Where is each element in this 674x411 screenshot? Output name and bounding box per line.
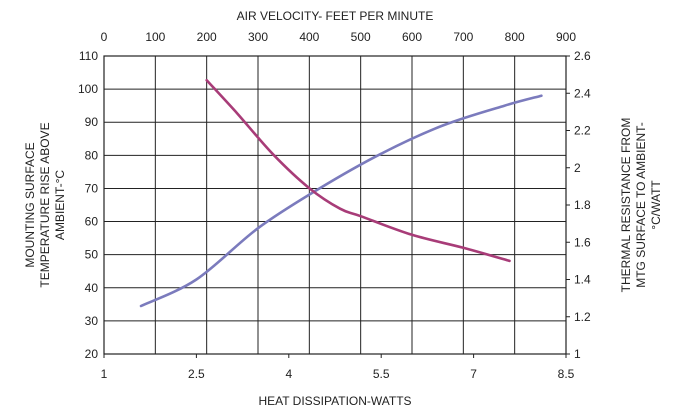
right-axis-title-line-1: THERMAL RESISTANCE FROM	[619, 118, 633, 293]
top-tick-label: 700	[453, 30, 473, 44]
top-tick-label: 600	[402, 30, 422, 44]
left-axis-title: MOUNTING SURFACE TEMPERATURE RISE ABOVE …	[23, 122, 67, 287]
left-tick-label: 40	[85, 281, 99, 295]
bottom-tick-label: 5.5	[373, 367, 390, 381]
right-tick-label: 2.4	[574, 86, 591, 100]
top-tick-label: 900	[556, 30, 576, 44]
left-axis-title-line-1: MOUNTING SURFACE	[23, 142, 37, 267]
left-tick-label: 80	[85, 148, 99, 162]
right-tick-label: 2	[574, 161, 581, 175]
right-axis-title-line-3: °C/WATT	[649, 180, 663, 230]
right-tick-label: 1.2	[574, 310, 591, 324]
top-tick-label: 100	[145, 30, 165, 44]
thermal-resistance-line	[205, 78, 511, 263]
bottom-tick-label: 4	[285, 367, 292, 381]
left-tick-label: 90	[85, 115, 99, 129]
left-tick-label: 20	[85, 347, 99, 361]
right-tick-label: 1.8	[574, 198, 591, 212]
left-tick-label: 60	[85, 215, 99, 229]
bottom-tick-label: 2.5	[188, 367, 205, 381]
right-tick-label: 2.6	[574, 49, 591, 63]
left-tick-label: 100	[78, 82, 98, 96]
tick-labels: 0 100 200 300 400 500 600 700 800 900 20 30 40 50 60 70…	[78, 30, 591, 381]
temperature-rise-line	[139, 94, 543, 308]
right-tick-label: 1	[574, 347, 581, 361]
series	[139, 78, 543, 308]
bottom-tick-label: 8.5	[558, 367, 575, 381]
top-tick-label: 0	[101, 30, 108, 44]
bottom-axis-title: HEAT DISSIPATION-WATTS	[258, 394, 411, 408]
left-tick-label: 110	[79, 49, 98, 63]
right-axis-title: THERMAL RESISTANCE FROM MTG SURFACE TO A…	[619, 118, 663, 293]
bottom-tick-label: 7	[470, 367, 477, 381]
top-tick-label: 500	[351, 30, 371, 44]
grid	[104, 56, 566, 354]
top-tick-label: 300	[248, 30, 268, 44]
right-tick-label: 1.6	[574, 235, 591, 249]
right-axis-title-line-2: MTG SURFACE TO AMBIENT-	[634, 122, 648, 288]
bottom-tick-label: 1	[101, 367, 108, 381]
left-axis-title-line-3: AMBIENT-°C	[53, 170, 67, 240]
top-tick-label: 400	[299, 30, 319, 44]
left-tick-label: 50	[85, 248, 99, 262]
right-tick-label: 1.4	[574, 273, 591, 287]
right-tick-label: 2.2	[574, 124, 591, 138]
top-tick-label: 200	[197, 30, 217, 44]
left-tick-label: 30	[85, 314, 99, 328]
left-tick-label: 70	[85, 181, 99, 195]
top-axis-title: AIR VELOCITY- FEET PER MINUTE	[237, 9, 434, 23]
top-tick-label: 800	[505, 30, 525, 44]
left-axis-title-line-2: TEMPERATURE RISE ABOVE	[38, 122, 52, 287]
